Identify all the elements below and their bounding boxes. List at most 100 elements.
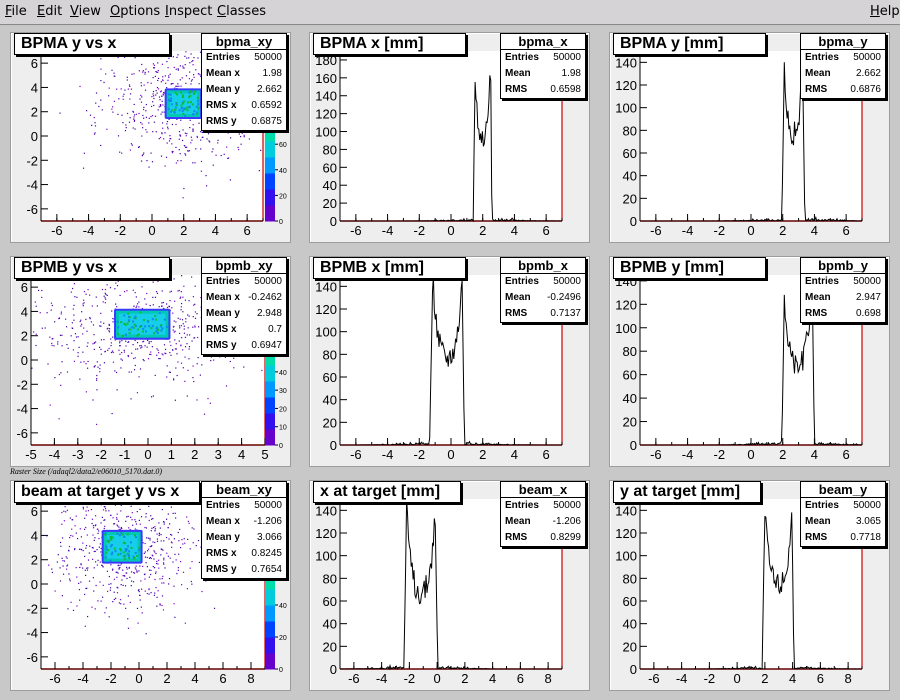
hit [96, 374, 98, 377]
hit [118, 602, 121, 604]
raster-cell [181, 94, 184, 97]
hit [169, 371, 171, 373]
hit [106, 328, 108, 330]
hit [66, 557, 68, 559]
stats-value: 0.7137 [550, 308, 581, 319]
hit [158, 532, 161, 534]
hit [139, 508, 141, 510]
raster-cell [107, 549, 110, 552]
hit [191, 561, 193, 563]
hit [117, 135, 120, 137]
raster-cell [137, 328, 140, 331]
hit [161, 111, 163, 113]
hit [85, 574, 87, 576]
hit [113, 72, 115, 74]
hit [80, 548, 82, 550]
hit [79, 599, 81, 601]
stats-key: RMS x [206, 100, 237, 111]
raster-cell [180, 104, 183, 107]
hit [158, 106, 160, 108]
y-tick-label: 100 [315, 325, 337, 340]
raster-cell [170, 97, 173, 100]
hit [167, 128, 169, 130]
hit [175, 517, 177, 519]
stats-row: RMS 0.6876 [801, 82, 885, 98]
raster-cell [126, 552, 129, 555]
hit [156, 605, 158, 607]
hit [157, 280, 159, 282]
hit [166, 376, 168, 378]
hit [102, 566, 104, 568]
pad-bpmb_xy[interactable]: -5-4-3-2-1012345-6-4-202460102030405060B… [10, 256, 291, 467]
hit [140, 160, 143, 162]
hit [60, 313, 62, 315]
hit [104, 351, 106, 353]
hit [121, 527, 123, 530]
hit [175, 162, 177, 164]
menu-help[interactable]: Help [870, 4, 900, 19]
menu-classes[interactable]: Classes [217, 4, 266, 19]
hit [182, 65, 184, 67]
hit [74, 547, 76, 550]
hit [178, 332, 181, 335]
stats-row: RMS y 0.7654 [202, 562, 286, 578]
hit [154, 530, 156, 532]
y-tick-label: 20 [323, 196, 337, 211]
hit [182, 323, 184, 325]
hit [142, 565, 144, 568]
hit [131, 73, 133, 75]
hit [61, 557, 63, 559]
raster-cell [122, 555, 125, 558]
raster-cell [150, 327, 153, 330]
hit [79, 528, 81, 530]
hit [165, 82, 167, 84]
raster-cell [104, 556, 107, 559]
hit [92, 343, 94, 345]
pad-beam_y[interactable]: -6 -4 -2 0 2 4 6 8 0 20 40 60 80 100 120 140 y at target… [609, 480, 890, 691]
hit [120, 504, 122, 506]
hit [171, 307, 173, 309]
hit [162, 354, 164, 356]
hit [161, 100, 163, 102]
menu-options[interactable]: Options [110, 4, 161, 19]
hit [133, 116, 135, 118]
pad-bpmb_y[interactable]: -6 -4 -2 0 2 4 6 0 20 40 60 80 100 120 140 BPMB y [mm] b… [609, 256, 890, 467]
hit [87, 360, 89, 363]
menu-edit[interactable]: Edit [37, 4, 63, 19]
stats-key: Mean [505, 68, 531, 79]
hit [47, 363, 49, 365]
hit [63, 510, 65, 512]
hit [59, 580, 62, 582]
hit [181, 539, 183, 541]
hit [87, 567, 89, 569]
pad-beam_x[interactable]: -6 -4 -2 0 2 4 6 8 0 20 40 60 80 100 120 140 x at target… [309, 480, 590, 691]
pad-bpma_x[interactable]: -6 -4 -2 0 2 4 6 0 20 40 60 80 100 120 140 160 180 BPMA x… [309, 32, 590, 243]
hit [56, 561, 58, 563]
hit [117, 525, 119, 527]
hit [145, 303, 147, 305]
pad-bpmb_x[interactable]: -6 -4 -2 0 2 4 6 0 20 40 60 80 100 120 140 BPMB x [mm] b… [309, 256, 590, 467]
hit [116, 517, 118, 519]
hit [144, 551, 146, 553]
menu-file[interactable]: File [5, 4, 27, 19]
hit [128, 341, 130, 343]
hit [188, 78, 190, 80]
hit [117, 56, 119, 59]
hit [72, 308, 74, 310]
raster-cell [124, 323, 127, 326]
hit [160, 105, 162, 107]
hit [35, 333, 37, 335]
hit [152, 565, 154, 568]
hit [148, 576, 150, 578]
hit [163, 523, 165, 525]
menu-view[interactable]: View [70, 4, 101, 19]
hit [158, 534, 160, 537]
hit [146, 556, 148, 559]
y-tick-label: 4 [31, 80, 38, 95]
hit [128, 566, 130, 569]
pad-bpma_y[interactable]: -6 -4 -2 0 2 4 6 0 20 40 60 80 100 120 140 BPMA y [mm] b… [609, 32, 890, 243]
menu-inspect[interactable]: Inspect [165, 4, 213, 19]
hit [161, 63, 163, 65]
